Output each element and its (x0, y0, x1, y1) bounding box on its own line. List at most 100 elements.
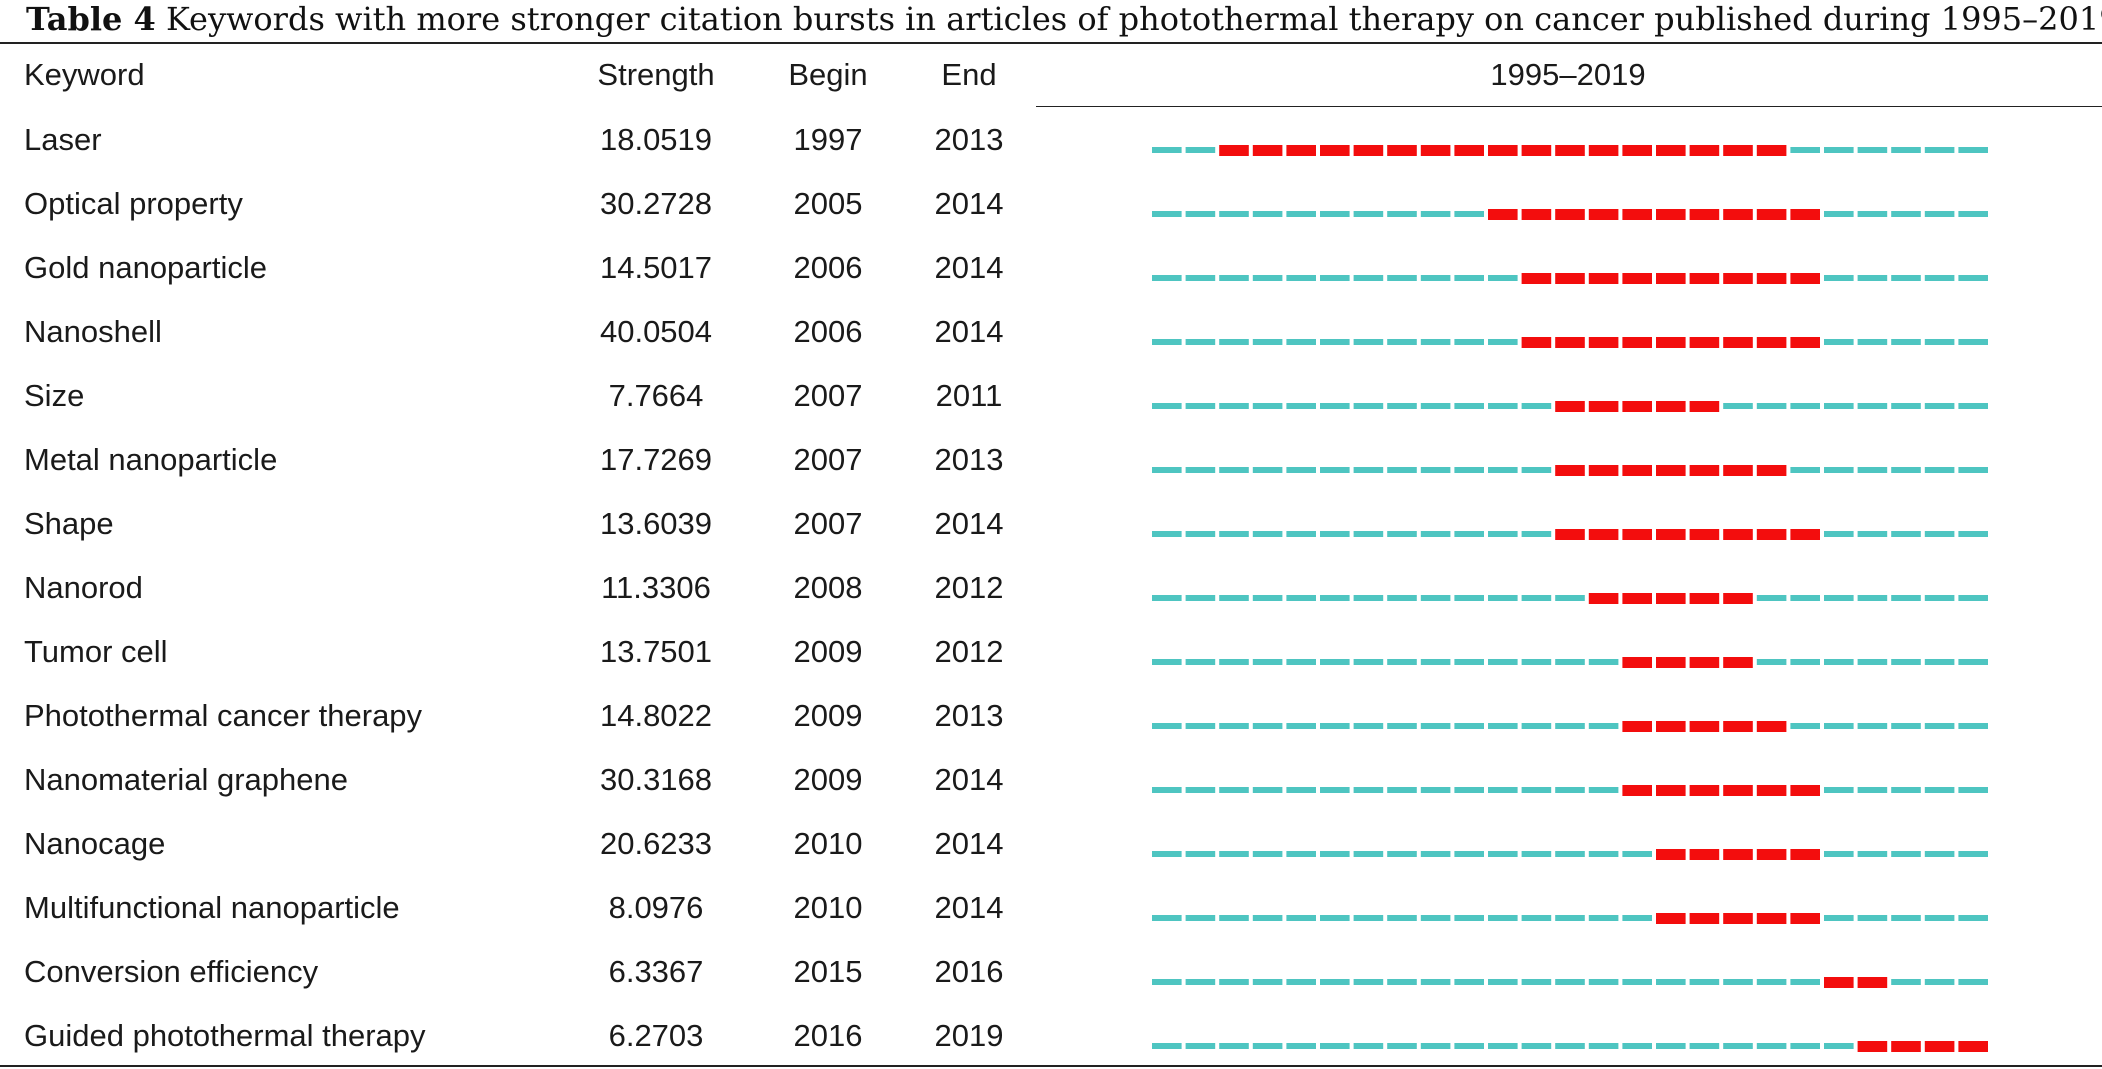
keyword-cell: Photothermal cancer therapy (24, 698, 423, 733)
burst-timeline (1152, 465, 1988, 476)
burst-timeline (1152, 401, 1988, 412)
burst-year-segment (1689, 401, 1720, 412)
timeline-year-segment (1152, 211, 1182, 217)
begin-year-cell: 2010 (793, 826, 863, 861)
timeline-year-segment (1185, 211, 1216, 217)
end-year-cell: 2014 (934, 826, 1004, 861)
timeline-year-segment (1521, 851, 1552, 857)
timeline-year-segment (1219, 659, 1249, 665)
timeline-year-segment (1387, 211, 1417, 217)
timeline-year-segment (1588, 851, 1619, 857)
timeline-year-segment (1555, 851, 1585, 857)
timeline-year-segment (1286, 403, 1316, 409)
timeline-year-segment (1320, 595, 1350, 601)
timeline-year-segment (1387, 979, 1417, 985)
keyword-cell: Nanocage (24, 826, 166, 861)
timeline-year-segment (1420, 915, 1451, 921)
timeline-year-segment (1286, 211, 1316, 217)
timeline-year-segment (1219, 275, 1249, 281)
burst-year-segment (1521, 145, 1552, 156)
header-begin: Begin (788, 57, 868, 92)
timeline-year-segment (1219, 723, 1249, 729)
timeline-year-segment (1488, 467, 1518, 473)
timeline-year-segment (1521, 403, 1552, 409)
timeline-year-segment (1420, 339, 1451, 345)
timeline-year-segment (1353, 339, 1384, 345)
timeline-year-segment (1320, 915, 1350, 921)
end-year-cell: 2016 (934, 954, 1004, 989)
timeline-year-segment (1891, 851, 1921, 857)
timeline-year-segment (1689, 1043, 1720, 1049)
end-year-cell: 2019 (934, 1018, 1004, 1053)
timeline-year-segment (1790, 403, 1820, 409)
timeline-year-segment (1420, 275, 1451, 281)
timeline-year-segment (1521, 787, 1552, 793)
timeline-year-segment (1387, 787, 1417, 793)
timeline-year-segment (1353, 915, 1384, 921)
table-row: Laser 18.0519 1997 2013 (0, 108, 2102, 172)
timeline-year-segment (1320, 979, 1350, 985)
burst-year-segment (1723, 657, 1753, 668)
burst-year-segment (1588, 529, 1619, 540)
burst-year-segment (1689, 721, 1720, 732)
timeline-year-segment (1555, 723, 1585, 729)
timeline-year-segment (1891, 595, 1921, 601)
timeline-year-segment (1958, 659, 1988, 665)
burst-year-segment (1588, 273, 1619, 284)
timeline-year-segment (1420, 595, 1451, 601)
burst-year-segment (1588, 337, 1619, 348)
timeline-year-segment (1420, 211, 1451, 217)
strength-cell: 13.7501 (599, 634, 713, 669)
header-keyword: Keyword (24, 57, 145, 92)
timeline-year-segment (1824, 851, 1854, 857)
timeline-year-segment (1252, 787, 1283, 793)
keyword-cell: Guided photothermal therapy (24, 1018, 426, 1053)
burst-year-segment (1656, 465, 1686, 476)
strength-cell: 6.3367 (608, 954, 704, 989)
timeline-year-segment (1790, 467, 1820, 473)
timeline-year-segment (1320, 531, 1350, 537)
timeline-year-segment (1152, 659, 1182, 665)
begin-year-cell: 2007 (793, 442, 863, 477)
timeline-year-segment (1924, 275, 1955, 281)
timeline-year-segment (1488, 787, 1518, 793)
timeline-year-segment (1219, 915, 1249, 921)
timeline-year-segment (1252, 1043, 1283, 1049)
timeline-year-segment (1958, 211, 1988, 217)
burst-year-segment (1756, 337, 1787, 348)
burst-timeline (1152, 593, 1988, 604)
burst-year-segment (1588, 401, 1619, 412)
timeline-year-segment (1958, 979, 1988, 985)
timeline-year-segment (1521, 531, 1552, 537)
timeline-year-segment (1454, 979, 1484, 985)
begin-year-cell: 2009 (793, 762, 863, 797)
burst-timeline (1152, 273, 1988, 284)
timeline-year-segment (1488, 979, 1518, 985)
burst-year-segment (1555, 337, 1585, 348)
timeline-year-segment (1420, 1043, 1451, 1049)
timeline-year-segment (1488, 275, 1518, 281)
timeline-year-segment (1320, 787, 1350, 793)
begin-year-cell: 2009 (793, 634, 863, 669)
timeline-year-segment (1790, 1043, 1820, 1049)
table-row: Nanorod 11.3306 2008 2012 (0, 556, 2102, 620)
burst-year-segment (1689, 337, 1720, 348)
timeline-year-segment (1454, 211, 1484, 217)
timeline-year-segment (1387, 339, 1417, 345)
strength-cell: 17.7269 (599, 442, 713, 477)
timeline-year-segment (1857, 339, 1888, 345)
timeline-year-segment (1857, 147, 1888, 153)
burst-year-segment (1790, 529, 1820, 540)
begin-year-cell: 1997 (793, 122, 863, 157)
keyword-cell: Nanorod (24, 570, 143, 605)
timeline-year-segment (1924, 595, 1955, 601)
burst-year-segment (1723, 337, 1753, 348)
burst-year-segment (1555, 145, 1585, 156)
timeline-year-segment (1286, 979, 1316, 985)
strength-cell: 13.6039 (599, 506, 713, 541)
timeline-year-segment (1252, 467, 1283, 473)
timeline-year-segment (1387, 531, 1417, 537)
timeline-year-segment (1488, 531, 1518, 537)
burst-year-segment (1756, 529, 1787, 540)
burst-year-segment (1219, 145, 1249, 156)
